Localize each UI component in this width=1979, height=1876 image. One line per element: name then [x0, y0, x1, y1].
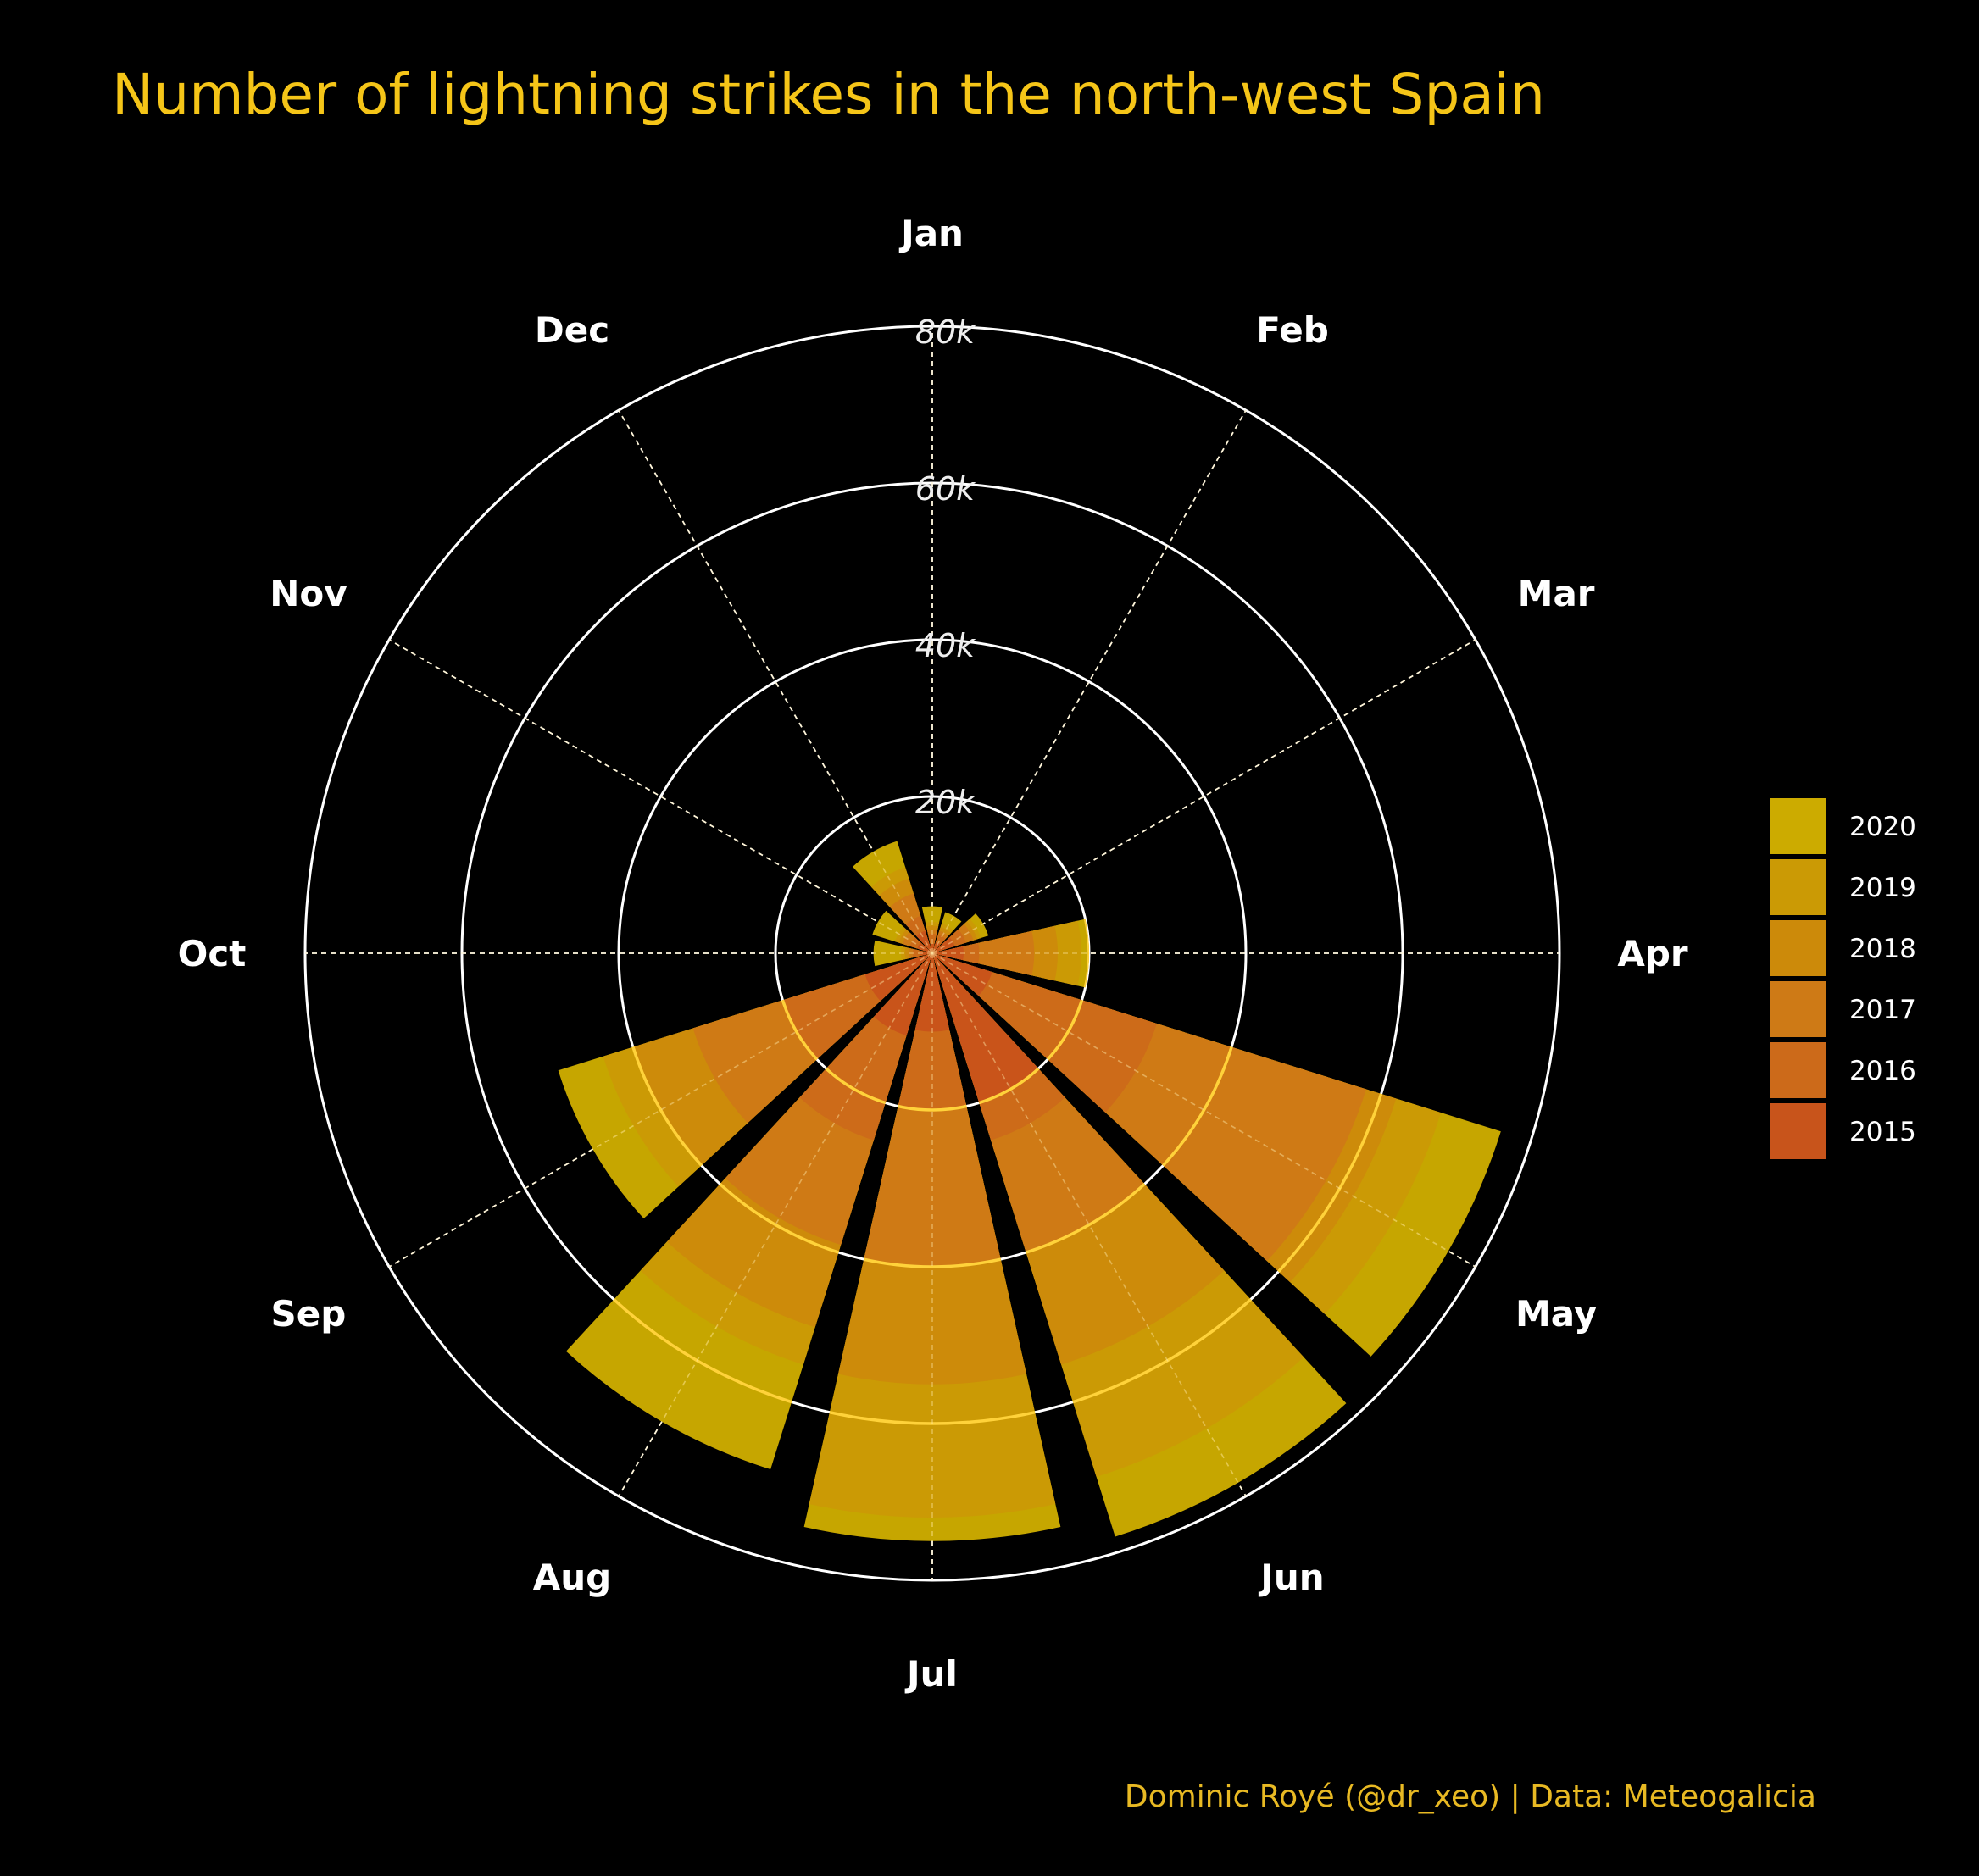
legend-swatch-2018 [1770, 920, 1826, 976]
legend-swatch-2019 [1770, 859, 1826, 915]
bar-nov-2015 [917, 942, 932, 953]
bar-aug-2015 [874, 953, 932, 1036]
radial-tick-labels: 20k 40k 60k 80k [915, 314, 976, 821]
radial-tick-label-20k: 20k [915, 784, 976, 821]
legend-label-2019: 2019 [1849, 873, 1916, 903]
radial-tick-label-80k: 80k [915, 314, 976, 351]
bar-jan-2016 [927, 933, 937, 953]
legend-swatch-2017 [1770, 981, 1826, 1037]
month-label-feb: Feb [1256, 309, 1329, 351]
bar-oct-2015 [920, 950, 932, 957]
legend-label-2018: 2018 [1849, 934, 1916, 964]
month-label-jul: Jul [904, 1653, 958, 1695]
legend-label-2017: 2017 [1849, 995, 1916, 1025]
grid-spoke-overlay-nov [388, 639, 933, 954]
grid-spoke-overlay-mar [931, 639, 1476, 954]
bars-layer [558, 841, 1501, 1541]
radial-tick-label-40k: 40k [915, 627, 976, 664]
legend: 2020 2019 2018 2017 2016 2015 [1770, 798, 1916, 1159]
legend-label-2015: 2015 [1849, 1117, 1916, 1147]
grid-spoke-overlay-aug [618, 952, 933, 1497]
grid-spoke-overlay-jun [931, 952, 1247, 1497]
bar-may-2016 [932, 953, 1157, 1113]
bar-apr-2015 [932, 946, 964, 961]
legend-label-2016: 2016 [1849, 1056, 1916, 1086]
month-label-aug: Aug [533, 1557, 611, 1598]
bar-may-2015 [932, 953, 992, 996]
month-label-nov: Nov [270, 573, 347, 614]
month-label-apr: Apr [1617, 933, 1688, 974]
month-label-jun: Jun [1258, 1557, 1324, 1598]
series-2015 [864, 930, 1039, 1103]
grid-spoke-nov [388, 639, 933, 954]
radial-tick-label-60k: 60k [915, 470, 976, 508]
grid-spoke-mar [931, 639, 1476, 954]
bar-jun-2015 [932, 953, 1039, 1103]
bar-dec-2015 [916, 930, 932, 953]
grid-spokes-overlay [305, 326, 1559, 1580]
month-labels: Jan Feb Mar Apr May Jun Jul Aug Sep Oct Nov Dec [178, 213, 1688, 1695]
bar-apr-2017 [932, 930, 1035, 976]
month-label-sep: Sep [270, 1293, 346, 1335]
bar-jan-2015 [930, 943, 935, 953]
chart-title: Number of lightning strikes in the north… [112, 62, 1545, 127]
legend-swatch-2020 [1770, 798, 1826, 854]
month-label-jan: Jan [898, 213, 964, 254]
bar-feb-2015 [932, 941, 941, 953]
grid-spoke-overlay-dec [618, 409, 933, 954]
legend-swatch-2015 [1770, 1103, 1826, 1159]
legend-swatch-2016 [1770, 1042, 1826, 1098]
grid-spoke-feb [931, 409, 1247, 954]
grid-spoke-overlay-sep [388, 952, 933, 1268]
chart-caption: Dominic Royé (@dr_xeo) | Data: Meteogali… [1125, 1779, 1816, 1814]
bar-sep-2015 [864, 953, 932, 1002]
bar-mar-2015 [932, 937, 955, 953]
grid-spoke-overlay-may [931, 952, 1476, 1268]
month-label-oct: Oct [178, 933, 247, 974]
legend-label-2020: 2020 [1849, 812, 1916, 842]
month-label-dec: Dec [535, 309, 609, 351]
bar-jul-2015 [914, 953, 950, 1032]
grid-spoke-overlay-feb [931, 409, 1247, 954]
month-label-may: May [1515, 1293, 1597, 1335]
month-label-mar: Mar [1518, 573, 1595, 614]
